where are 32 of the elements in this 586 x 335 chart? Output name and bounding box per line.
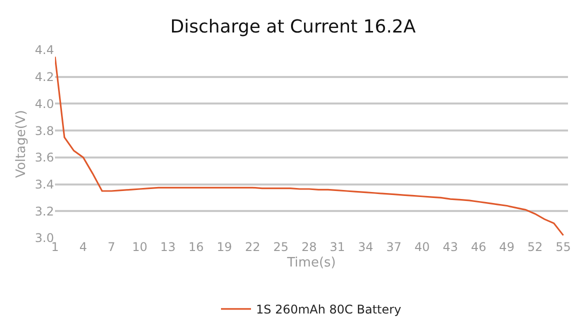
legend-label: 1S 260mAh 80C Battery	[256, 302, 402, 317]
x-tick-label: 1	[51, 240, 59, 254]
x-tick-label: 16	[188, 240, 204, 254]
y-tick-label: 4.0	[34, 96, 54, 111]
x-tick-label: 40	[414, 240, 430, 254]
y-axis-title: Voltage(V)	[14, 110, 29, 178]
y-tick-label: 3.0	[34, 231, 54, 246]
x-tick-label: 13	[160, 240, 176, 254]
y-tick-label: 3.2	[34, 204, 54, 218]
y-tick-label: 3.4	[34, 177, 54, 192]
x-tick-label: 52	[527, 240, 543, 254]
y-tick-label: 4.2	[34, 70, 54, 84]
y-tick-label: 4.4	[34, 43, 54, 58]
x-tick-label: 49	[499, 240, 514, 254]
x-tick-label: 22	[245, 240, 260, 254]
x-tick-label: 43	[442, 240, 458, 254]
x-tick-label: 55	[556, 240, 571, 254]
x-tick-label: 34	[358, 240, 374, 254]
x-tick-label: 4	[79, 240, 88, 254]
y-tick-label: 3.8	[34, 124, 54, 138]
chart-title: Discharge at Current 16.2A	[170, 16, 416, 38]
y-tick-label: 3.6	[34, 150, 54, 165]
x-tick-label: 37	[386, 240, 402, 254]
x-tick-label: 46	[470, 240, 486, 254]
x-tick-label: 31	[330, 240, 346, 254]
x-tick-label: 28	[302, 240, 317, 254]
x-tick-label: 25	[273, 240, 289, 254]
x-tick-label: 19	[216, 240, 232, 254]
x-tick-label: 10	[132, 240, 148, 254]
x-axis-title: Time(s)	[286, 256, 336, 271]
line-series	[55, 56, 564, 236]
x-tick-label: 7	[108, 240, 116, 254]
